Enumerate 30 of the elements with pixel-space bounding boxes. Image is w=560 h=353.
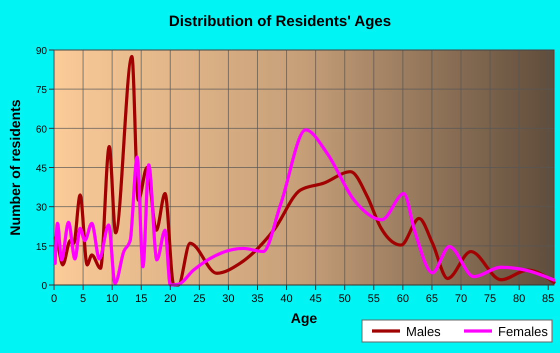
y-tick-label: 90 xyxy=(36,46,48,57)
x-tick-label: 5 xyxy=(80,293,86,305)
y-tick-label: 0 xyxy=(41,281,48,292)
y-tick-label: 75 xyxy=(36,85,48,96)
x-tick-label: 15 xyxy=(135,293,148,305)
x-tick-label: 10 xyxy=(106,293,118,305)
x-tick-label: 70 xyxy=(454,293,468,305)
x-tick-label: 25 xyxy=(193,293,206,305)
x-tick-label: 40 xyxy=(280,293,293,305)
x-tick-label: 50 xyxy=(338,293,351,305)
y-tick-label: 60 xyxy=(36,124,48,136)
x-tick-label: 35 xyxy=(251,293,264,305)
x-tick-label: 80 xyxy=(512,293,526,305)
x-tick-label: 75 xyxy=(484,293,496,305)
x-tick-label: 0 xyxy=(50,293,58,305)
y-tick-label: 30 xyxy=(36,202,48,214)
y-tick-label: 45 xyxy=(36,164,48,174)
chart-title: Distribution of Residents' Ages xyxy=(168,13,392,30)
x-tick-label: 85 xyxy=(542,293,554,305)
x-tick-label: 45 xyxy=(310,293,322,305)
y-axis-title: Number of residents xyxy=(7,99,23,236)
x-tick-label: 20 xyxy=(164,293,176,305)
x-tick-label: 55 xyxy=(368,293,380,305)
x-axis-title: Age xyxy=(290,310,318,326)
y-tick-label: 15 xyxy=(36,242,48,253)
x-tick-label: 60 xyxy=(396,293,409,305)
x-tick-label: 30 xyxy=(222,293,235,305)
legend-label: Females xyxy=(498,324,548,339)
x-tick-label: 65 xyxy=(426,293,438,305)
legend-label: Males xyxy=(406,324,442,339)
